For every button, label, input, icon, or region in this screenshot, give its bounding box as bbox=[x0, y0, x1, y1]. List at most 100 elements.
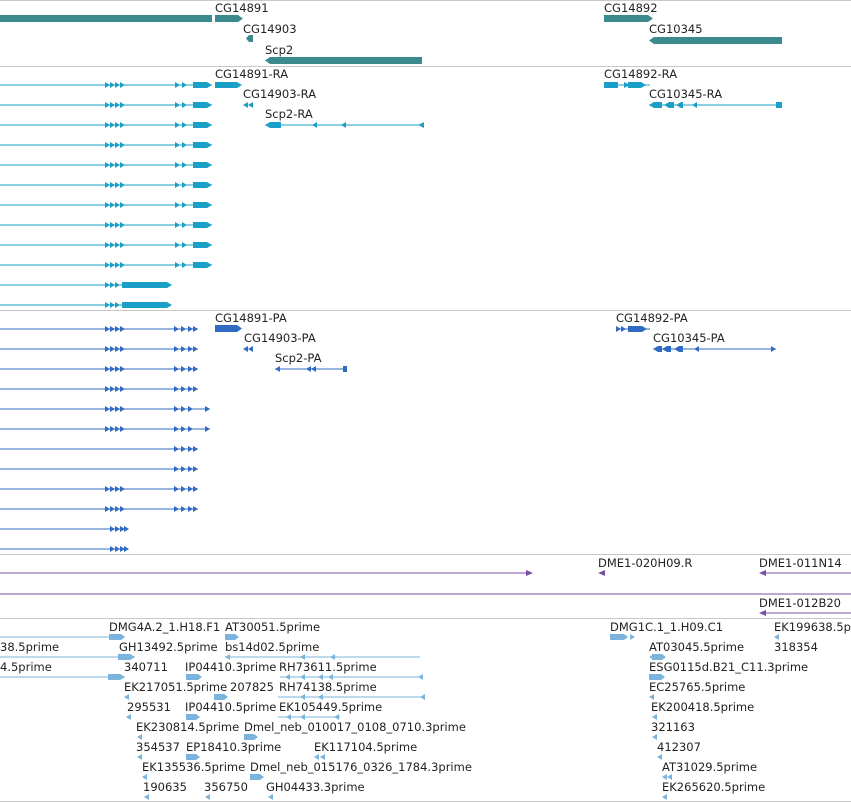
transcript-exon[interactable] bbox=[193, 262, 207, 268]
transcript-row[interactable] bbox=[0, 302, 172, 308]
transcript-row[interactable] bbox=[0, 182, 212, 188]
est-label[interactable]: AT03045.5prime bbox=[649, 640, 744, 654]
transcript-exon[interactable] bbox=[175, 222, 180, 228]
protein-segment[interactable] bbox=[193, 446, 198, 452]
protein-segment[interactable] bbox=[174, 326, 179, 332]
transcript-exon[interactable] bbox=[115, 182, 120, 188]
est-label[interactable]: bs14d02.5prime bbox=[225, 640, 319, 654]
est-label[interactable]: 354537 bbox=[136, 740, 180, 754]
transcript-exon[interactable] bbox=[182, 162, 187, 168]
protein-segment[interactable] bbox=[115, 386, 120, 392]
transcript-exon[interactable] bbox=[105, 142, 110, 148]
transcript-exon[interactable] bbox=[120, 222, 125, 228]
protein-segment[interactable] bbox=[105, 386, 110, 392]
protein-segment[interactable] bbox=[311, 366, 316, 372]
transcript-exon[interactable] bbox=[110, 142, 115, 148]
protein-row[interactable] bbox=[0, 526, 129, 532]
est-arrow[interactable] bbox=[120, 674, 125, 680]
transcript-exon[interactable] bbox=[115, 162, 120, 168]
transcript-exon[interactable] bbox=[175, 162, 180, 168]
transcript-row[interactable] bbox=[0, 262, 212, 268]
protein-segment[interactable] bbox=[120, 426, 125, 432]
transcript-exon[interactable] bbox=[182, 182, 187, 188]
est-block[interactable] bbox=[652, 654, 666, 660]
transcript-exon[interactable] bbox=[120, 82, 125, 88]
transcript-exon[interactable] bbox=[120, 202, 125, 208]
transcript-exon[interactable] bbox=[207, 242, 212, 248]
transcript-exon[interactable] bbox=[120, 262, 125, 268]
transcript-exon[interactable] bbox=[182, 262, 187, 268]
transcript-exon[interactable] bbox=[692, 102, 697, 108]
est-arrow[interactable] bbox=[225, 654, 230, 660]
protein-segment[interactable] bbox=[205, 426, 210, 432]
transcript-exon[interactable] bbox=[110, 242, 115, 248]
transcript-exon[interactable] bbox=[122, 282, 172, 288]
protein-segment[interactable] bbox=[181, 426, 186, 432]
est-arrow[interactable] bbox=[286, 714, 291, 720]
protein-segment[interactable] bbox=[124, 546, 129, 552]
transcript-exon[interactable] bbox=[110, 82, 115, 88]
protein-segment[interactable] bbox=[105, 486, 110, 492]
est-label[interactable]: 318354 bbox=[774, 640, 818, 654]
est-label[interactable]: IP04410.3prime bbox=[185, 660, 276, 674]
transcript-exon[interactable] bbox=[182, 102, 187, 108]
protein-segment[interactable] bbox=[193, 326, 198, 332]
transcript-exon[interactable] bbox=[776, 102, 782, 108]
est-arrow[interactable] bbox=[120, 634, 125, 640]
est-arrow[interactable] bbox=[662, 774, 667, 780]
transcript-exon[interactable] bbox=[243, 102, 248, 108]
protein-segment[interactable] bbox=[628, 326, 647, 332]
est-arrow[interactable] bbox=[318, 694, 323, 700]
transcript-exon[interactable] bbox=[115, 222, 120, 228]
est-arrow[interactable] bbox=[652, 714, 657, 720]
est-block[interactable] bbox=[649, 674, 665, 680]
gene-bar[interactable] bbox=[246, 35, 253, 42]
est-label[interactable]: 295531 bbox=[127, 700, 171, 714]
transcript-exon[interactable] bbox=[120, 122, 125, 128]
transcript-row[interactable] bbox=[0, 82, 212, 88]
protein-segment[interactable] bbox=[188, 486, 193, 492]
est-label[interactable]: 356750 bbox=[204, 780, 248, 794]
protein-segment[interactable] bbox=[115, 526, 120, 532]
gene-Scp2[interactable]: Scp2 bbox=[265, 43, 422, 64]
est-label[interactable]: 412307 bbox=[657, 740, 701, 754]
transcript-exon[interactable] bbox=[115, 242, 120, 248]
protein-segment[interactable] bbox=[115, 426, 120, 432]
transcript-CG14892-RA[interactable]: CG14892-RA bbox=[604, 67, 677, 88]
protein-row[interactable] bbox=[0, 506, 198, 512]
protein-segment[interactable] bbox=[616, 326, 621, 332]
est-arrow[interactable] bbox=[130, 654, 135, 660]
transcript-exon[interactable] bbox=[175, 102, 180, 108]
protein-segment[interactable] bbox=[120, 326, 125, 332]
protein-segment[interactable] bbox=[188, 406, 193, 412]
est-label[interactable]: DMG4A.2_1.H18.F1 bbox=[109, 620, 220, 634]
protein-segment[interactable] bbox=[181, 506, 186, 512]
transcript-exon[interactable] bbox=[418, 122, 424, 128]
transcript-exon[interactable] bbox=[182, 82, 187, 88]
transcript-exon[interactable] bbox=[110, 202, 115, 208]
protein-segment[interactable] bbox=[188, 426, 193, 432]
protein-segment[interactable] bbox=[243, 346, 248, 352]
protein-segment[interactable] bbox=[193, 506, 198, 512]
est-label[interactable]: EK105449.5prime bbox=[279, 700, 382, 714]
est-label[interactable]: EP18410.3prime bbox=[186, 740, 281, 754]
protein-segment[interactable] bbox=[120, 486, 125, 492]
protein-segment[interactable] bbox=[110, 326, 115, 332]
protein-segment[interactable] bbox=[653, 346, 662, 352]
est-label[interactable]: 207825 bbox=[230, 680, 274, 694]
protein-row[interactable] bbox=[0, 406, 210, 412]
est-block[interactable] bbox=[250, 774, 264, 780]
transcript-exon[interactable] bbox=[110, 122, 115, 128]
est-arrow[interactable] bbox=[300, 694, 305, 700]
transcript-exon[interactable] bbox=[105, 162, 110, 168]
protein-segment[interactable] bbox=[120, 546, 125, 552]
gene-bar-left-edge[interactable] bbox=[0, 15, 212, 22]
gene-CG14892[interactable]: CG14892 bbox=[604, 1, 658, 22]
gene-bar[interactable] bbox=[649, 37, 782, 44]
protein-segment[interactable] bbox=[174, 406, 179, 412]
protein-segment[interactable] bbox=[181, 346, 186, 352]
protein-segment[interactable] bbox=[110, 506, 115, 512]
transcript-exon[interactable] bbox=[193, 222, 207, 228]
est-arrow[interactable] bbox=[300, 674, 305, 680]
protein-segment[interactable] bbox=[193, 366, 198, 372]
